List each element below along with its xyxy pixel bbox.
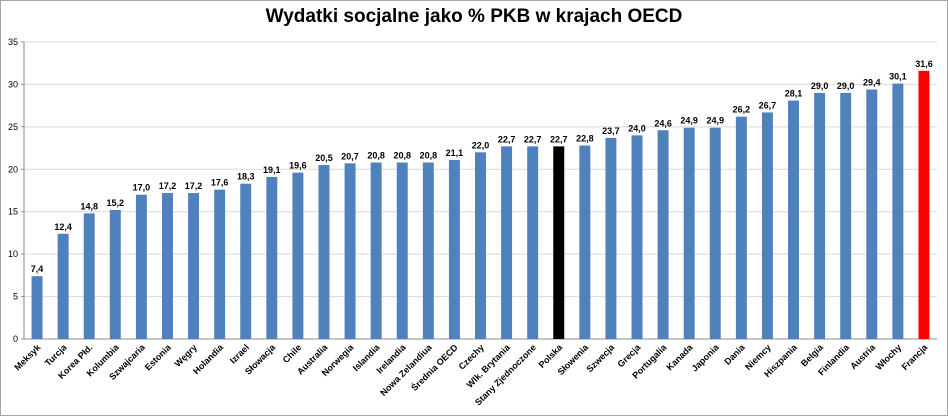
data-label: 17,0 xyxy=(133,183,151,193)
bar xyxy=(735,116,747,339)
bar xyxy=(631,135,643,339)
bar xyxy=(527,146,539,339)
x-tick-label: Szwecja xyxy=(585,342,618,375)
bar xyxy=(292,172,304,339)
x-tick-label: Austria xyxy=(848,342,878,372)
data-label: 20,5 xyxy=(315,153,333,163)
bar xyxy=(83,213,95,339)
value-labels: 7,4 12,4 14,8 15,2 17,0 17,2 17,2 17,6 18,3 19,1 1… xyxy=(31,59,933,274)
x-tick-label: Włochy xyxy=(874,342,904,372)
x-tick-label: Chile xyxy=(281,342,304,365)
x-tick-label: Japonia xyxy=(690,342,722,374)
bar xyxy=(761,112,773,339)
bar xyxy=(605,137,617,339)
data-label: 20,8 xyxy=(367,150,385,160)
bar xyxy=(709,127,721,339)
bars xyxy=(31,70,930,340)
bar xyxy=(240,183,252,339)
data-label: 22,0 xyxy=(472,140,490,150)
data-label: 12,4 xyxy=(54,222,72,232)
x-tick-label: Meksyk xyxy=(12,342,43,373)
bar xyxy=(579,145,591,339)
data-label: 20,7 xyxy=(341,151,359,161)
data-label: 26,7 xyxy=(759,100,777,110)
bar xyxy=(657,130,669,339)
data-label: 21,1 xyxy=(446,148,464,158)
y-tick-label: 15 xyxy=(8,207,18,217)
bar xyxy=(448,159,460,339)
y-tick-label: 30 xyxy=(8,79,18,89)
data-label: 26,2 xyxy=(733,105,751,115)
bar xyxy=(788,100,800,340)
data-label: 17,2 xyxy=(159,181,177,191)
data-label: 7,4 xyxy=(31,264,44,274)
data-label: 24,0 xyxy=(628,123,646,133)
bar xyxy=(135,194,147,339)
bar xyxy=(31,276,43,339)
data-label: 30,1 xyxy=(889,72,907,82)
bar xyxy=(892,83,904,339)
data-label: 28,1 xyxy=(785,89,803,99)
bar xyxy=(57,233,69,339)
data-label: 19,1 xyxy=(263,165,281,175)
bar xyxy=(109,210,121,339)
x-tick-label: Francja xyxy=(900,342,930,372)
data-label: 14,8 xyxy=(80,201,98,211)
y-tick-label: 10 xyxy=(8,249,18,259)
bar xyxy=(161,193,173,339)
data-label: 22,7 xyxy=(524,134,542,144)
data-label: 31,6 xyxy=(915,59,933,69)
y-tick-label: 5 xyxy=(13,292,18,302)
data-label: 18,3 xyxy=(237,172,255,182)
bar xyxy=(814,92,826,340)
bar xyxy=(866,89,878,340)
bar xyxy=(318,165,330,339)
x-tick-label: Estonia xyxy=(143,342,174,373)
bar xyxy=(553,146,565,339)
bar xyxy=(683,127,695,339)
bar xyxy=(188,193,200,339)
bar xyxy=(370,162,382,339)
bar xyxy=(396,162,408,339)
data-label: 23,7 xyxy=(602,126,620,136)
data-label: 29,0 xyxy=(811,81,829,91)
data-label: 24,9 xyxy=(707,116,725,126)
data-label: 22,7 xyxy=(550,134,568,144)
bar xyxy=(501,146,513,339)
bar xyxy=(918,70,930,339)
data-label: 29,0 xyxy=(837,81,855,91)
y-tick-label: 25 xyxy=(8,122,18,132)
y-tick-label: 20 xyxy=(8,164,18,174)
bar xyxy=(214,189,226,339)
x-tick-label: Izrael xyxy=(228,342,251,365)
bar xyxy=(266,176,278,339)
data-label: 24,6 xyxy=(654,118,672,128)
data-label: 15,2 xyxy=(107,198,125,208)
chart-title: Wydatki socjalne jako % PKB w krajach OE… xyxy=(265,6,683,27)
bar xyxy=(475,152,486,339)
bar xyxy=(422,162,434,339)
x-tick-label: Średnia OECD xyxy=(409,341,461,393)
data-label: 22,8 xyxy=(576,134,594,144)
bar xyxy=(840,92,852,340)
data-label: 17,2 xyxy=(185,181,203,191)
x-tick-label: Dania xyxy=(722,342,747,367)
data-label: 20,8 xyxy=(420,150,438,160)
data-label: 24,9 xyxy=(680,116,698,126)
bar xyxy=(344,163,356,339)
data-label: 22,7 xyxy=(498,134,516,144)
y-tick-labels: 0 5 10 15 20 25 30 35 xyxy=(8,37,18,344)
y-tick-label: 35 xyxy=(8,37,18,47)
data-label: 20,8 xyxy=(393,150,411,160)
data-label: 17,6 xyxy=(211,178,229,188)
data-label: 29,4 xyxy=(863,78,881,88)
y-tick-label: 0 xyxy=(13,334,18,344)
data-label: 19,6 xyxy=(289,161,307,171)
